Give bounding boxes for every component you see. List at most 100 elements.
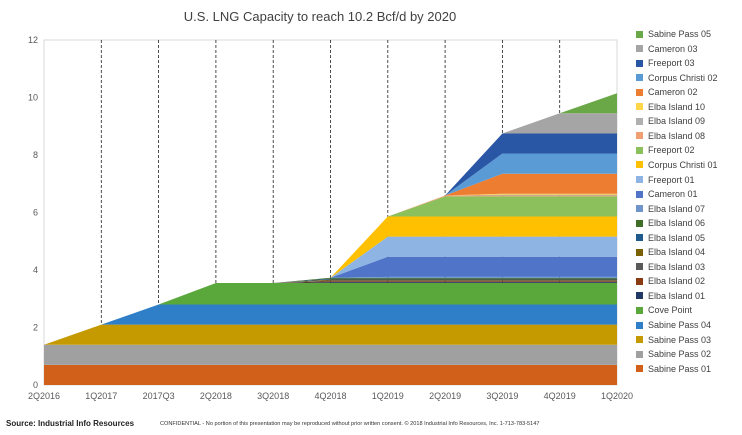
legend-label: Freeport 02 xyxy=(648,145,695,156)
legend-label: Elba Island 01 xyxy=(648,290,706,301)
legend-label: Elba Island 02 xyxy=(648,276,706,287)
legend-item: Cameron 01 xyxy=(636,187,698,201)
legend-label: Elba Island 06 xyxy=(648,218,706,229)
y-tick-label: 0 xyxy=(33,380,38,390)
legend-item: Elba Island 10 xyxy=(636,100,705,114)
y-tick-label: 8 xyxy=(33,150,38,160)
legend-item: Sabine Pass 03 xyxy=(636,333,711,347)
legend-item: Freeport 01 xyxy=(636,173,695,187)
legend-swatch xyxy=(636,263,643,271)
legend-swatch xyxy=(636,350,643,358)
area-series-corpus-christi-02 xyxy=(44,153,617,345)
y-tick-label: 6 xyxy=(33,208,38,218)
legend-label: Elba Island 08 xyxy=(648,130,706,141)
legend-swatch xyxy=(636,103,643,111)
confidential-note: CONFIDENTIAL - No portion of this presen… xyxy=(160,421,540,427)
legend-label: Sabine Pass 03 xyxy=(648,334,712,345)
area-series-cove-point xyxy=(44,282,617,345)
legend-swatch xyxy=(636,248,643,256)
legend-item: Freeport 03 xyxy=(636,56,695,70)
legend-item: Elba Island 08 xyxy=(636,129,705,143)
legend-swatch xyxy=(636,205,643,213)
legend-swatch xyxy=(636,161,643,169)
legend-item: Cameron 03 xyxy=(636,42,698,56)
legend-item: Elba Island 06 xyxy=(636,216,705,230)
legend-label: Freeport 03 xyxy=(648,58,695,69)
area-series-sabine-pass-03 xyxy=(44,324,617,345)
legend-swatch xyxy=(636,306,643,314)
legend-swatch xyxy=(636,176,643,183)
legend-item: Sabine Pass 04 xyxy=(636,318,711,332)
legend-swatch xyxy=(636,321,643,329)
x-tick-label: 3Q2018 xyxy=(257,391,289,401)
x-tick-label: 1Q2019 xyxy=(372,391,404,401)
area-series-sabine-pass-04 xyxy=(44,304,617,345)
legend-swatch xyxy=(636,45,643,53)
legend-label: Freeport 01 xyxy=(648,174,695,185)
legend-swatch xyxy=(636,190,643,198)
legend-item: Freeport 02 xyxy=(636,143,695,157)
area-series-cameron-01 xyxy=(44,256,617,345)
legend-label: Sabine Pass 04 xyxy=(648,320,712,330)
legend-swatch xyxy=(636,336,643,344)
legend-label: Sabine Pass 05 xyxy=(648,29,712,39)
legend-swatch xyxy=(636,74,643,82)
legend-item: Corpus Christi 02 xyxy=(636,71,718,85)
legend-item: Cameron 02 xyxy=(636,85,698,99)
legend-label: Elba Island 07 xyxy=(648,203,706,214)
legend-item: Elba Island 09 xyxy=(636,114,705,128)
legend-swatch xyxy=(636,234,643,242)
legend-label: Corpus Christi 02 xyxy=(648,72,718,83)
legend-label: Elba Island 05 xyxy=(648,232,706,243)
legend-swatch xyxy=(636,30,643,38)
area-series-sabine-pass-01 xyxy=(44,364,617,385)
x-tick-label: 2Q2016 xyxy=(28,391,60,401)
x-tick-label: 1Q2017 xyxy=(85,391,117,401)
legend-label: Elba Island 10 xyxy=(648,101,706,112)
legend-swatch xyxy=(636,88,643,96)
legend-item: Elba Island 02 xyxy=(636,274,705,288)
legend-item: Elba Island 03 xyxy=(636,260,705,274)
area-series-cameron-02 xyxy=(44,173,617,345)
y-tick-label: 2 xyxy=(33,323,38,333)
y-tick-label: 4 xyxy=(33,265,38,275)
legend-item: Sabine Pass 05 xyxy=(636,27,711,41)
area-series-sabine-pass-02 xyxy=(44,344,617,365)
legend-item: Sabine Pass 01 xyxy=(636,362,711,376)
legend-label: Cameron 01 xyxy=(648,189,698,200)
legend-label: Elba Island 04 xyxy=(648,247,706,258)
legend-swatch xyxy=(636,132,643,140)
legend-item: Elba Island 05 xyxy=(636,231,705,245)
legend-item: Elba Island 04 xyxy=(636,245,705,259)
legend-swatch xyxy=(636,146,643,154)
legend-item: Elba Island 07 xyxy=(636,202,705,216)
legend-label: Sabine Pass 01 xyxy=(648,363,712,374)
source-note: Source: Industrial Info Resources xyxy=(6,419,135,428)
x-tick-label: 2017Q3 xyxy=(143,391,175,401)
x-tick-label: 2Q2019 xyxy=(429,391,461,401)
area-series-corpus-christi-01 xyxy=(44,216,617,345)
legend-label: Elba Island 03 xyxy=(648,261,706,272)
x-tick-label: 1Q2020 xyxy=(601,391,633,401)
x-tick-label: 2Q2018 xyxy=(200,391,232,401)
y-tick-label: 10 xyxy=(28,93,38,103)
legend-swatch xyxy=(636,277,643,285)
legend-label: Sabine Pass 02 xyxy=(648,349,712,360)
legend-item: Corpus Christi 01 xyxy=(636,158,718,172)
area-series-freeport-02 xyxy=(44,196,617,345)
axes: 0 2 4 6 8 10 12 2Q2016 1Q2017 2017Q3 2Q2018 3Q2018 4… xyxy=(28,35,633,401)
legend-swatch xyxy=(636,365,643,373)
legend-label: Cameron 03 xyxy=(648,43,698,54)
x-tick-label: 4Q2018 xyxy=(314,391,346,401)
legend-item: Elba Island 01 xyxy=(636,289,705,303)
legend-swatch xyxy=(636,117,643,125)
legend-item: Cove Point xyxy=(636,303,692,317)
stacked-areas xyxy=(44,93,617,385)
legend-label: Cameron 02 xyxy=(648,87,698,98)
legend-swatch xyxy=(636,219,643,227)
legend-swatch xyxy=(636,59,643,67)
legend-swatch xyxy=(636,292,643,300)
legend-label: Elba Island 09 xyxy=(648,116,706,127)
y-tick-label: 12 xyxy=(28,35,38,45)
